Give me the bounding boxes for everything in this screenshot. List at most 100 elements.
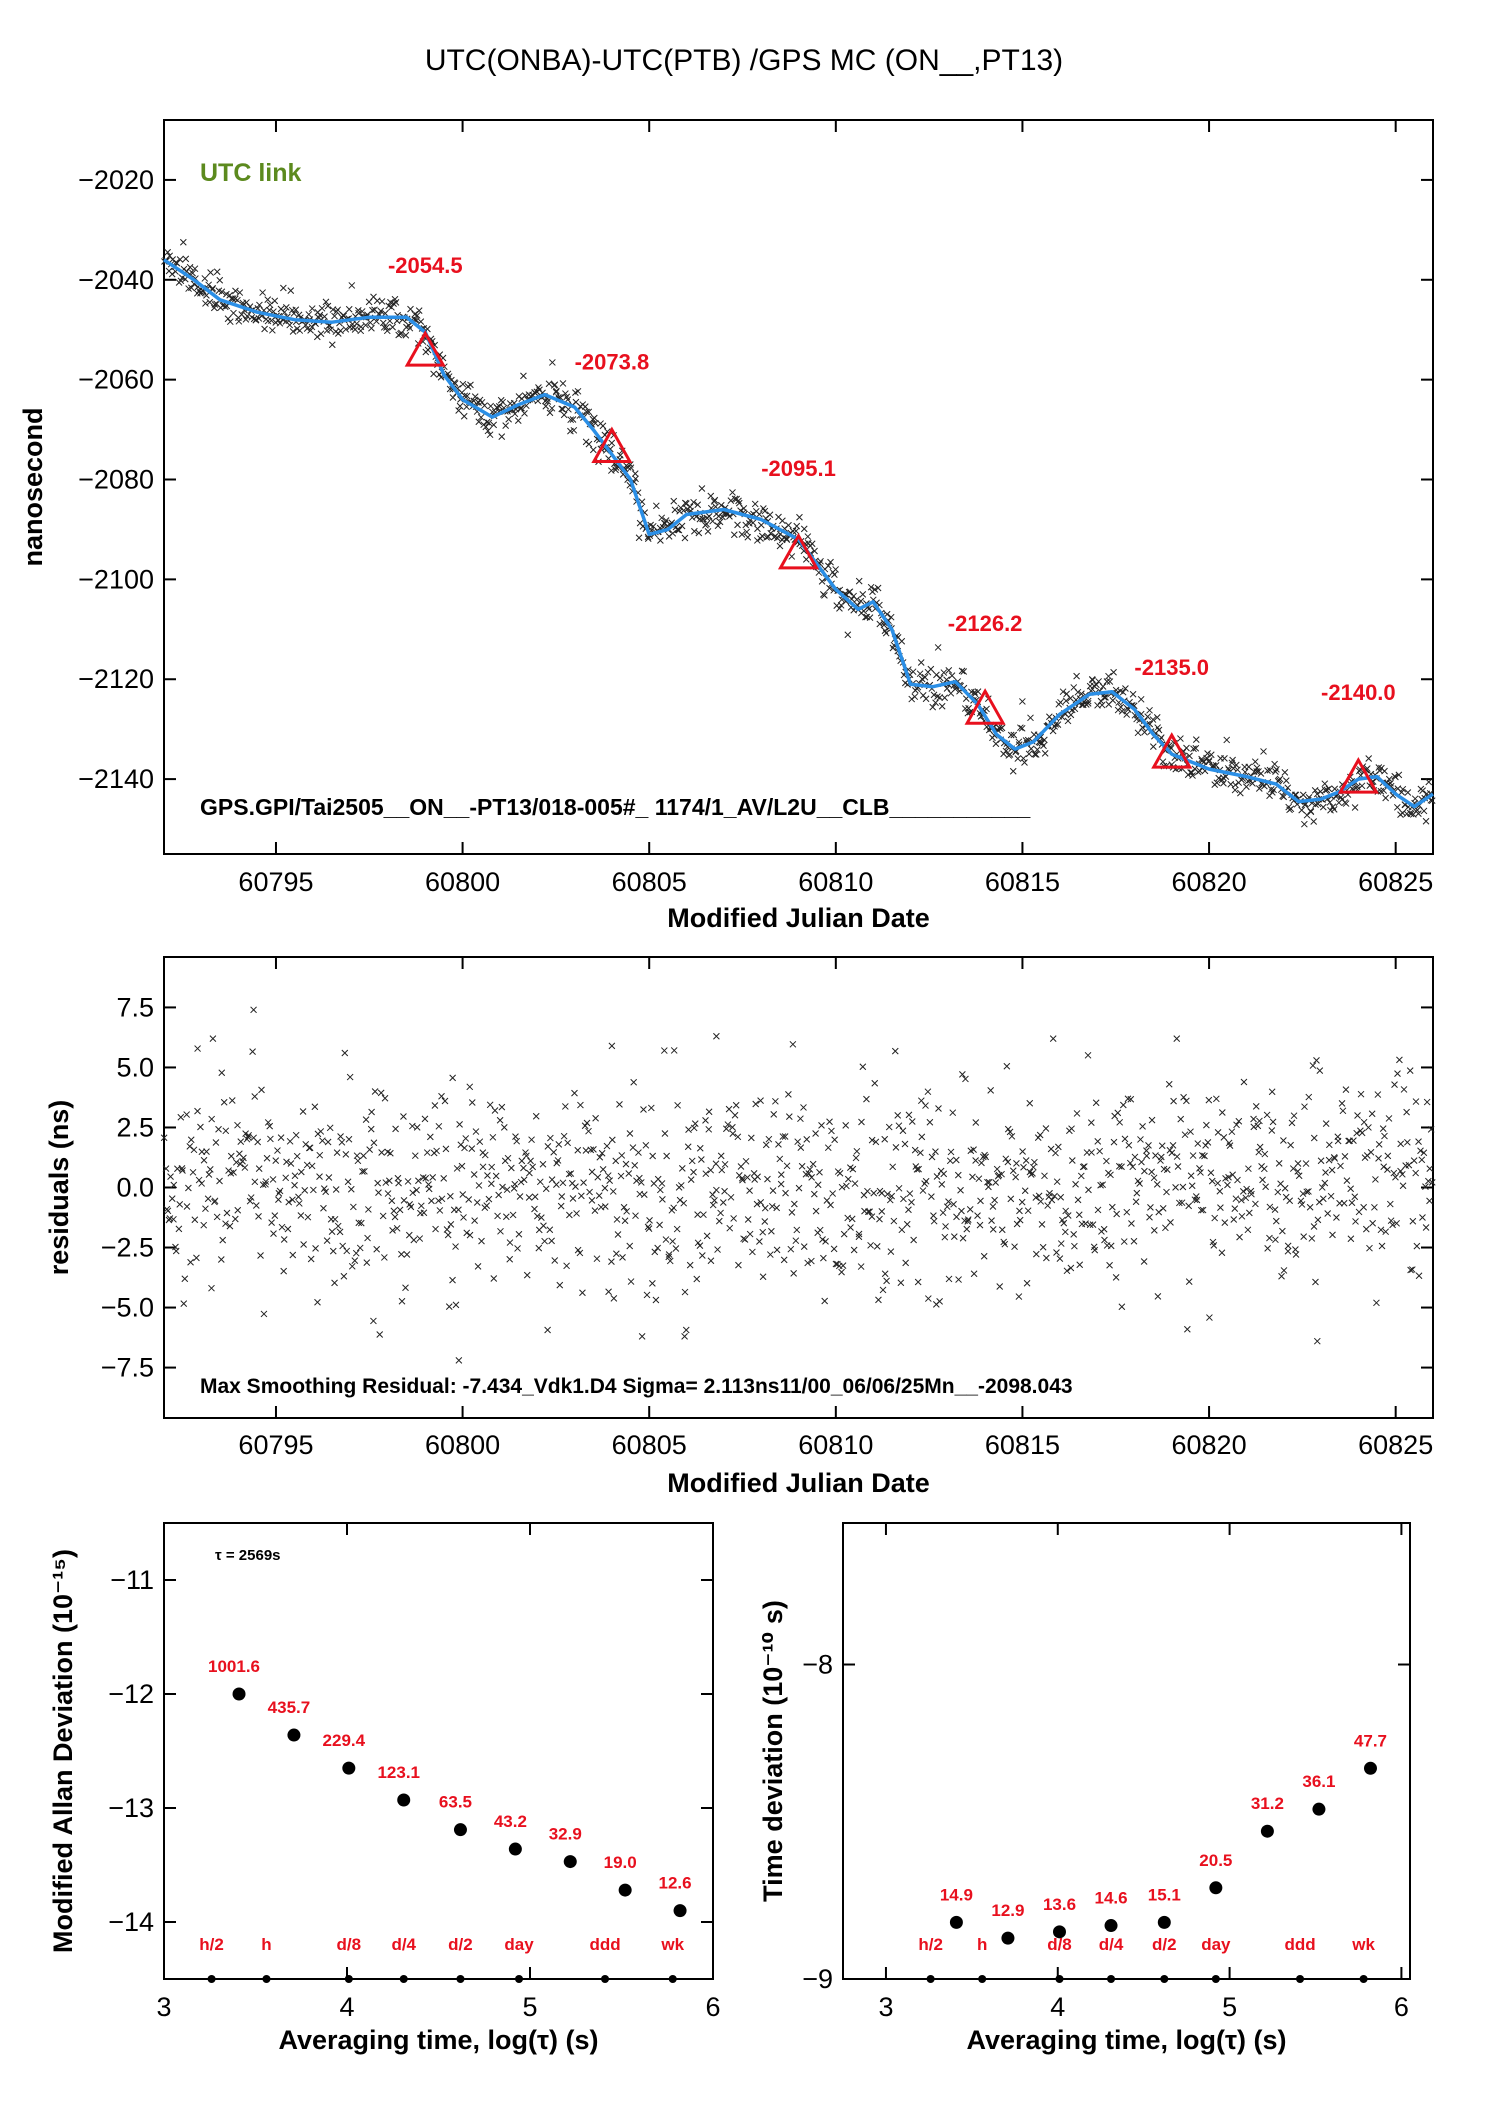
residual-point [509, 1211, 517, 1219]
page-title: UTC(ONBA)-UTC(PTB) /GPS MC (ON__,PT13) [424, 44, 1064, 77]
tdev-interval-point [1055, 1975, 1064, 1983]
residual-point [361, 1167, 368, 1175]
residual-point [911, 1146, 919, 1154]
top-data-point [1393, 803, 1401, 811]
top-data-point [207, 269, 214, 276]
residual-point [465, 1196, 473, 1203]
residual-point [1032, 1194, 1040, 1201]
top-data-point [1204, 750, 1211, 757]
residual-point [839, 1262, 847, 1270]
residual-point [1129, 1163, 1137, 1171]
residual-point [1422, 1183, 1429, 1190]
residual-point [621, 1217, 629, 1225]
residual-point [789, 1040, 797, 1048]
residual-point [908, 1198, 915, 1206]
top-data-point [590, 414, 598, 422]
residual-point [886, 1196, 894, 1204]
top-data-point [1319, 803, 1327, 811]
tdev-interval-point [978, 1975, 987, 1983]
residual-point [1418, 1156, 1426, 1164]
residual-point [1115, 1162, 1123, 1170]
residual-point [1021, 1187, 1029, 1195]
top-data-point [652, 502, 660, 510]
top-data-point [743, 528, 751, 536]
top-data-point [164, 248, 172, 256]
top-data-point [714, 522, 722, 530]
residual-point [785, 1113, 793, 1120]
residual-point [1379, 1125, 1387, 1132]
residual-point [924, 1295, 932, 1302]
residual-point [203, 1148, 210, 1155]
residual-point [738, 1174, 746, 1182]
residual-point [957, 1186, 964, 1194]
top-data-point [1146, 706, 1153, 714]
residual-point [953, 1213, 960, 1221]
top-data-point [940, 669, 948, 676]
top-data-point [499, 398, 507, 406]
residual-point [608, 1136, 616, 1144]
residual-point [842, 1122, 850, 1129]
residual-point [1263, 1111, 1271, 1119]
residual-point [1147, 1204, 1154, 1211]
top-y-tick-label: −2120 [78, 664, 154, 694]
top-data-point [574, 387, 582, 395]
residual-point [1396, 1056, 1403, 1064]
residual-point [972, 1119, 980, 1126]
top-x-tick-label: 60825 [1358, 867, 1433, 897]
residual-point [1096, 1147, 1104, 1155]
top-data-point [176, 256, 184, 263]
top-data-point [581, 403, 589, 410]
residual-point [282, 1174, 290, 1182]
residual-point [1329, 1231, 1336, 1239]
top-data-point [276, 319, 284, 327]
residual-point [1181, 1131, 1189, 1139]
residual-point [955, 1276, 962, 1283]
residual-point [643, 1291, 651, 1299]
residual-point [596, 1153, 604, 1161]
residual-point [746, 1187, 753, 1194]
residual-point [627, 1278, 635, 1285]
residual-point [555, 1141, 563, 1148]
residual-point [1218, 1249, 1226, 1257]
residual-point [812, 1130, 819, 1137]
residual-point [1103, 1157, 1110, 1165]
residual-point [1076, 1261, 1084, 1269]
residual-point [1327, 1192, 1335, 1200]
residual-point [1071, 1242, 1078, 1250]
residual-point [1205, 1096, 1213, 1104]
residual-point [662, 1236, 670, 1243]
residual-point [297, 1212, 305, 1219]
top-data-point [1260, 748, 1267, 755]
top-y-tick-label: −2020 [78, 165, 154, 195]
residual-point [523, 1152, 530, 1160]
top-data-point [585, 408, 593, 416]
residual-point [1193, 1196, 1201, 1204]
top-data-point [282, 304, 290, 311]
tdev-point-label: 12.9 [991, 1901, 1024, 1920]
residual-point [496, 1116, 504, 1124]
top-data-point [802, 556, 810, 563]
residual-point [355, 1219, 363, 1227]
residual-point [858, 1118, 865, 1126]
residual-point [564, 1139, 572, 1147]
residual-point [914, 1278, 922, 1286]
residual-point [1056, 1255, 1064, 1263]
residual-point [504, 1154, 512, 1162]
top-data-point [378, 298, 386, 305]
residual-point [352, 1249, 360, 1257]
top-data-point [681, 534, 689, 542]
residual-point [694, 1211, 701, 1219]
mdev-point-label: 1001.6 [208, 1657, 260, 1676]
residual-point [998, 1226, 1006, 1234]
residual-point [1314, 1216, 1322, 1224]
residual-point [1302, 1160, 1310, 1167]
residual-point [583, 1119, 591, 1127]
top-data-point [865, 605, 873, 613]
top-data-point [1106, 678, 1114, 685]
residual-point [1299, 1190, 1307, 1198]
top-data-point [345, 305, 353, 313]
residual-point [263, 1154, 271, 1162]
residual-point [338, 1138, 346, 1146]
residual-point [567, 1170, 575, 1177]
residual-point [1061, 1228, 1069, 1236]
